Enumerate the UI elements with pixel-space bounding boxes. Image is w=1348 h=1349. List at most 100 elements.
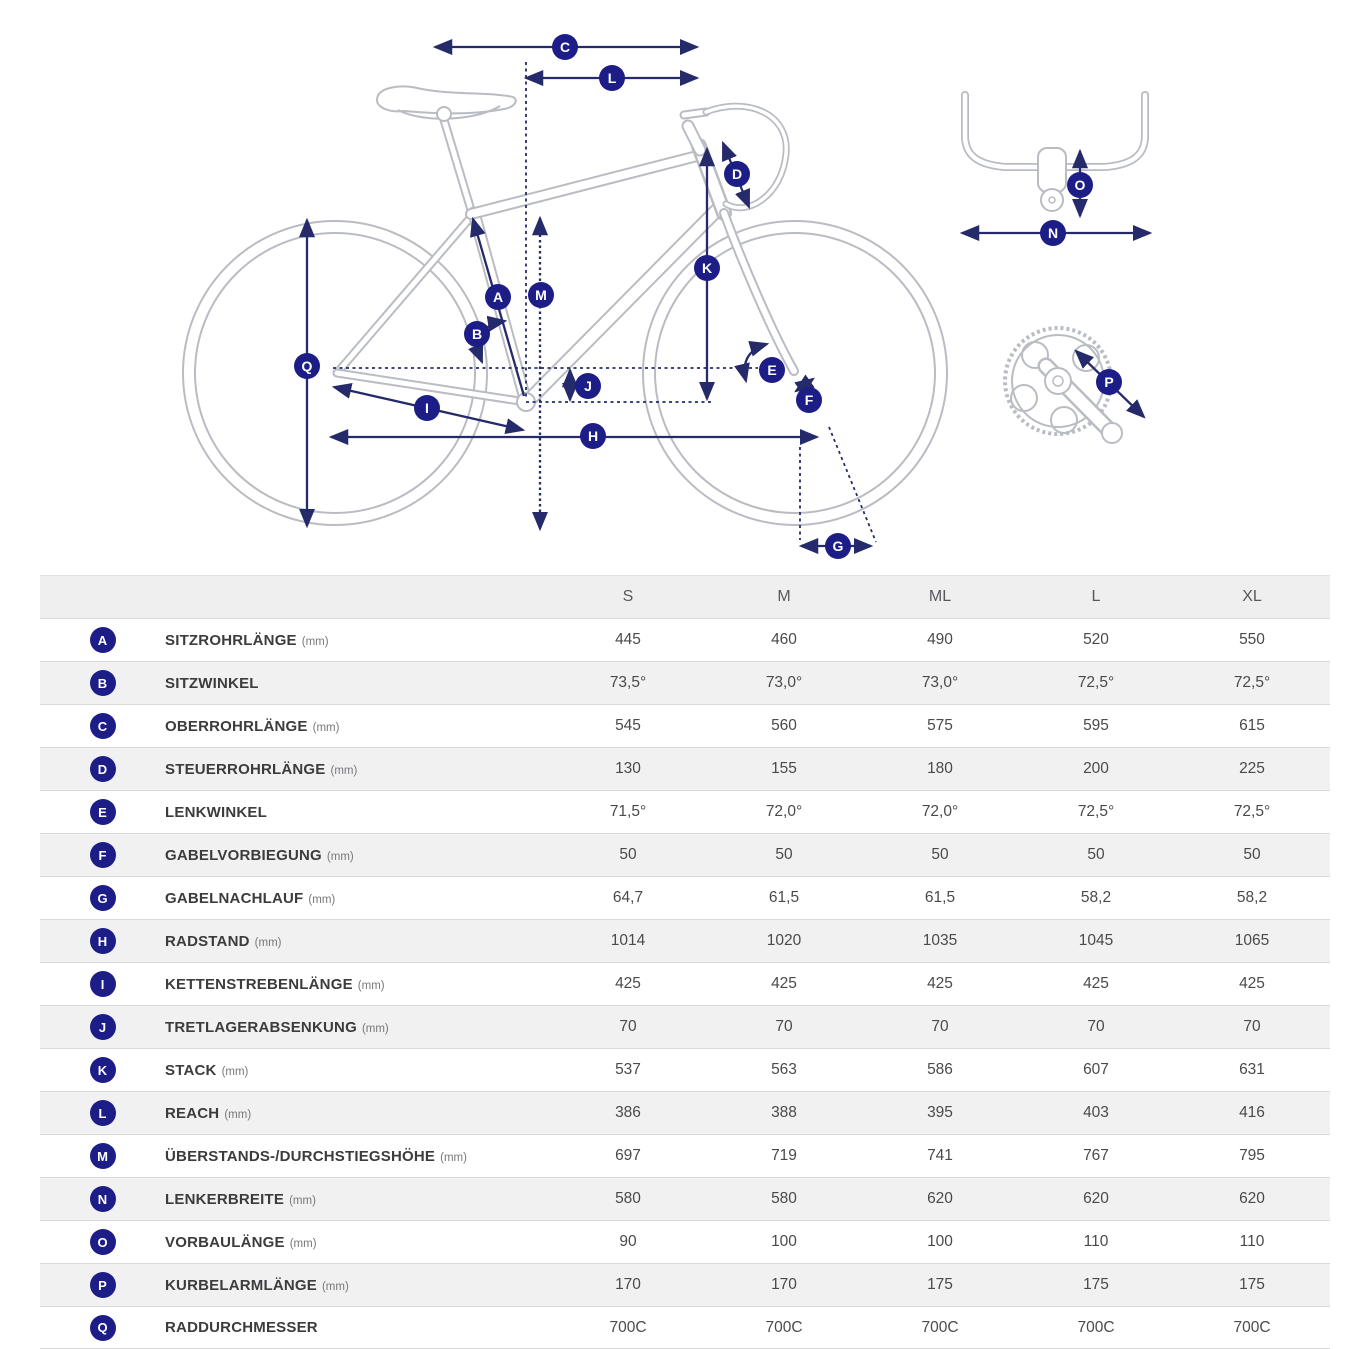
value-Q-L: 700C [1077, 1318, 1115, 1336]
value-Q-M: 700C [765, 1318, 803, 1336]
row-unit: (mm) [224, 1108, 252, 1121]
row-label: GABELNACHLAUF (mm) [165, 889, 336, 907]
value-A-L: 520 [1083, 631, 1109, 648]
row-label: REACH (mm) [165, 1104, 252, 1122]
row-label: TRETLAGERABSENKUNG (mm) [165, 1018, 389, 1036]
value-D-XL: 225 [1239, 760, 1265, 777]
row-marker-badge-O: O [89, 1229, 116, 1255]
value-H-XL: 1065 [1234, 932, 1270, 949]
row-label: STEUERROHRLÄNGE (mm) [165, 760, 358, 778]
table-row-H: H RADSTAND (mm) 1014 1020 1035 1045 1065 [40, 919, 1330, 962]
marker-badge-letter: J [584, 378, 592, 394]
bike-side-view [182, 85, 948, 526]
value-D-L: 200 [1083, 760, 1109, 777]
dim-F [794, 374, 815, 396]
marker-badge-P [1096, 369, 1122, 395]
value-B-M: 73,0° [765, 674, 803, 691]
value-A-XL: 550 [1239, 631, 1265, 648]
marker-badge-A [485, 284, 511, 310]
value-B-S: 73,5° [609, 674, 647, 691]
value-D-M: 155 [771, 760, 797, 777]
value-K-M: 563 [771, 1061, 797, 1078]
table-row-M: M ÜBERSTANDS-/DURCHSTIEGSHÖHE (mm) 697 719 74… [40, 1134, 1330, 1177]
value-K-L: 607 [1083, 1061, 1109, 1078]
size-column-header: M [777, 588, 791, 605]
marker-badge-letter: E [767, 362, 776, 378]
row-unit: (mm) [289, 1194, 316, 1207]
value-A-S: 445 [615, 631, 641, 648]
value-O-S: 90 [619, 1233, 637, 1250]
table-row-C: C OBERROHRLÄNGE (mm) 545 560 575 595 615 [40, 704, 1330, 747]
row-unit: (mm) [321, 1280, 349, 1293]
value-J-XL: 70 [1243, 1018, 1261, 1035]
marker-badge-K [694, 255, 720, 281]
value-N-L: 620 [1083, 1190, 1109, 1207]
row-label: STACK (mm) [165, 1061, 249, 1079]
marker-badge-letter: H [588, 428, 598, 444]
row-unit: (mm) [289, 1237, 317, 1250]
size-column-header: XL [1242, 588, 1262, 605]
row-marker-badge-I: I [89, 971, 116, 997]
value-M-S: 697 [615, 1147, 641, 1164]
marker-badge-letter: I [425, 400, 429, 416]
value-E-XL: 72,5° [1233, 803, 1271, 820]
value-F-M: 50 [775, 846, 793, 863]
value-C-ML: 575 [927, 717, 953, 734]
row-marker-badge-M: M [89, 1143, 116, 1169]
value-I-S: 425 [615, 975, 641, 992]
row-marker-badge-Q: Q [89, 1314, 116, 1341]
row-unit: (mm) [221, 1065, 249, 1078]
row-marker-badge-N: N [89, 1186, 116, 1212]
geometry-table: S M ML L XL A SITZROHRLÄNGE (mm) 445 460 490 520 550… [40, 575, 1330, 1349]
value-F-L: 50 [1087, 846, 1105, 863]
value-G-M: 61,5 [768, 889, 800, 906]
value-E-S: 71,5° [609, 803, 647, 820]
row-unit: (mm) [308, 893, 336, 906]
dim-E-arc [734, 341, 770, 384]
table-row-K: K STACK (mm) 537 563 586 607 631 [40, 1048, 1330, 1091]
table-row-D: D STEUERROHRLÄNGE (mm) 130 155 180 200 225 [40, 747, 1330, 790]
row-marker-badge-H: H [89, 928, 116, 954]
value-Q-S: 700C [609, 1318, 647, 1336]
row-label: KURBELARMLÄNGE (mm) [165, 1276, 349, 1294]
value-O-M: 100 [771, 1233, 797, 1250]
value-J-L: 70 [1087, 1018, 1105, 1035]
value-O-XL: 110 [1239, 1233, 1265, 1250]
row-marker-badge-B: B [89, 670, 116, 696]
value-M-XL: 795 [1239, 1147, 1265, 1164]
marker-badge-letter: P [1104, 374, 1113, 390]
size-column-header: S [622, 588, 634, 605]
row-marker-badge-J: J [89, 1014, 116, 1040]
table-row-P: P KURBELARMLÄNGE (mm) 170 170 175 175 175 [40, 1263, 1330, 1306]
value-E-L: 72,5° [1077, 803, 1115, 820]
value-J-ML: 70 [931, 1018, 949, 1035]
marker-badge-letter: B [472, 326, 482, 342]
rear-wheel [182, 220, 488, 526]
marker-badge-letter: N [1048, 225, 1058, 241]
row-label: LENKERBREITE (mm) [165, 1190, 316, 1208]
value-F-S: 50 [619, 846, 637, 863]
marker-badge-letter: M [535, 287, 547, 303]
table-row-N: N LENKERBREITE (mm) 580 580 620 620 620 [40, 1177, 1330, 1220]
row-unit: (mm) [301, 635, 329, 648]
row-marker-badge-E: E [89, 799, 116, 825]
table-row-Q: Q RADDURCHMESSER 700C 700C 700C 700C 700C [40, 1306, 1330, 1349]
row-unit: (mm) [357, 979, 385, 992]
table-header-row: S M ML L XL [40, 575, 1330, 618]
value-B-L: 72,5° [1077, 674, 1115, 691]
marker-badge-F [796, 387, 822, 413]
row-unit: (mm) [440, 1151, 467, 1164]
row-label: ÜBERSTANDS-/DURCHSTIEGSHÖHE (mm) [165, 1147, 467, 1165]
value-H-ML: 1035 [922, 932, 958, 949]
marker-badge-letter: D [732, 166, 742, 182]
ref-steering-axis [828, 426, 877, 543]
row-label: GABELVORBIEGUNG (mm) [165, 846, 354, 864]
table-row-F: F GABELVORBIEGUNG (mm) 50 50 50 50 50 [40, 833, 1330, 876]
row-unit: (mm) [326, 850, 354, 863]
value-P-XL: 175 [1239, 1276, 1265, 1293]
value-L-M: 388 [771, 1104, 797, 1121]
value-H-S: 1014 [610, 932, 646, 949]
value-C-M: 560 [771, 717, 797, 734]
marker-badge-letter: A [493, 289, 503, 305]
table-row-B: B SITZWINKEL 73,5° 73,0° 73,0° 72,5° 72,5° [40, 661, 1330, 704]
